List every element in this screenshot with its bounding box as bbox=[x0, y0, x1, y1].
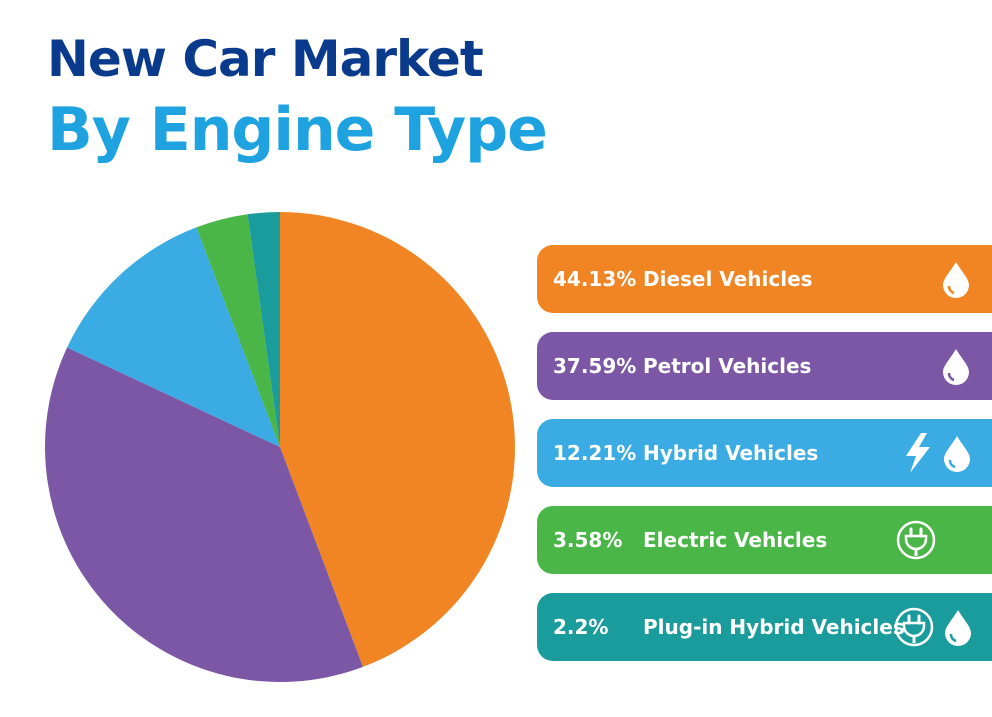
pie-slice-plugin-hybrid bbox=[247, 212, 280, 447]
legend-label: Hybrid Vehicles bbox=[643, 441, 819, 465]
legend-label: Diesel Vehicles bbox=[643, 267, 813, 291]
legend-item-electric: 3.58% Electric Vehicles bbox=[537, 506, 992, 574]
drop-icon bbox=[940, 347, 972, 385]
legend-label: Electric Vehicles bbox=[643, 528, 828, 552]
drop-icon bbox=[942, 608, 974, 646]
pie-slice-hybrid bbox=[67, 227, 281, 447]
lightning-icon bbox=[901, 432, 935, 474]
legend-item-diesel: 44.13% Diesel Vehicles bbox=[537, 245, 992, 313]
drop-icon bbox=[941, 434, 973, 472]
pie-slice-diesel bbox=[280, 212, 515, 667]
pie-chart bbox=[44, 212, 515, 682]
legend-value: 37.59% bbox=[553, 354, 637, 378]
legend-label: Petrol Vehicles bbox=[643, 354, 812, 378]
legend-value: 12.21% bbox=[553, 441, 637, 465]
legend-value: 44.13% bbox=[553, 267, 637, 291]
title-line-1: New Car Market bbox=[47, 30, 484, 88]
title-line-2: By Engine Type bbox=[47, 95, 548, 165]
pie-slice-petrol bbox=[44, 347, 363, 682]
legend-value: 2.2% bbox=[553, 615, 609, 639]
legend-label: Plug-in Hybrid Vehicles bbox=[643, 615, 905, 639]
legend-item-petrol: 37.59% Petrol Vehicles bbox=[537, 332, 992, 400]
legend-value: 3.58% bbox=[553, 528, 623, 552]
plug-icon bbox=[894, 518, 938, 562]
plug-icon bbox=[892, 605, 936, 649]
legend-item-plugin-hybrid: 2.2% Plug-in Hybrid Vehicles bbox=[537, 593, 992, 661]
drop-icon bbox=[940, 260, 972, 298]
pie-slice-electric bbox=[196, 214, 280, 447]
legend-item-hybrid: 12.21% Hybrid Vehicles bbox=[537, 419, 992, 487]
